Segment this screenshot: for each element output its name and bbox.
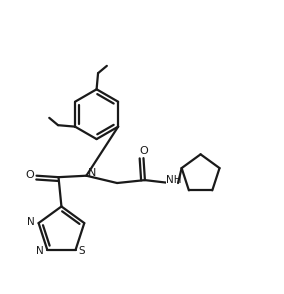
Text: O: O <box>26 170 34 180</box>
Text: N: N <box>36 246 44 256</box>
Text: S: S <box>79 246 85 256</box>
Text: N: N <box>27 217 35 227</box>
Text: N: N <box>87 168 96 178</box>
Text: NH: NH <box>166 175 182 185</box>
Text: O: O <box>140 146 149 156</box>
